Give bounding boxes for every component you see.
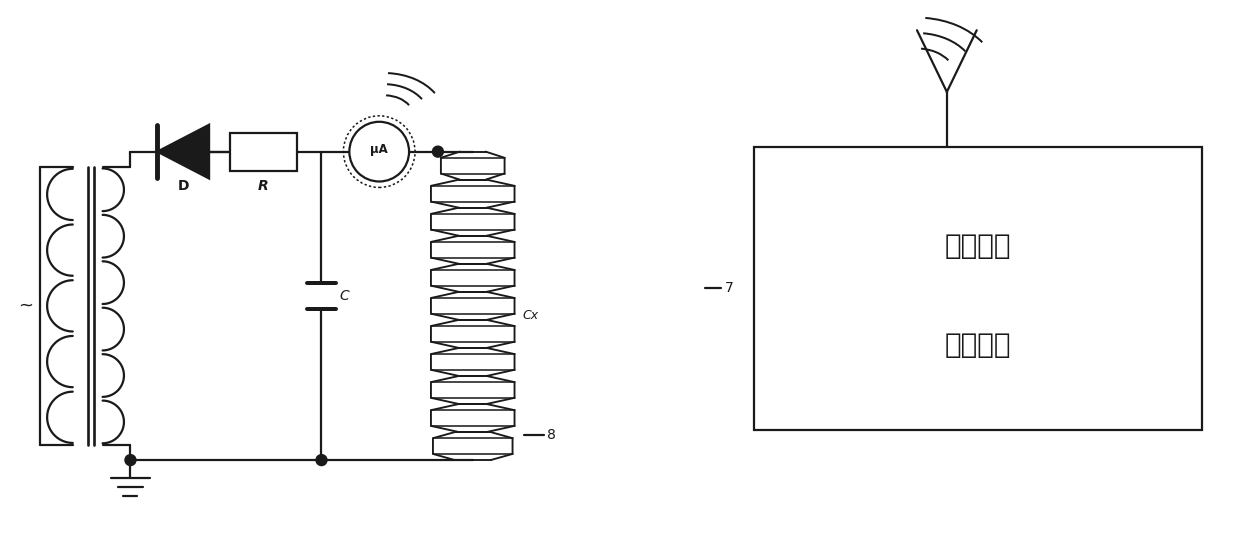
Bar <box>229 133 296 171</box>
Circle shape <box>316 455 327 465</box>
Circle shape <box>350 122 409 181</box>
Text: 液晶显示: 液晶显示 <box>945 331 1012 359</box>
Text: 7: 7 <box>724 281 733 295</box>
Bar <box>754 147 1202 430</box>
Circle shape <box>125 455 136 465</box>
Text: µA: µA <box>371 143 388 156</box>
Text: 监视设备: 监视设备 <box>945 232 1012 260</box>
Text: C: C <box>340 289 350 303</box>
Polygon shape <box>157 125 210 178</box>
Circle shape <box>433 146 444 157</box>
Text: ~: ~ <box>19 297 33 315</box>
Text: 8: 8 <box>547 428 557 442</box>
Text: Cx: Cx <box>522 309 538 322</box>
Text: D: D <box>177 180 188 193</box>
Text: R: R <box>258 180 269 193</box>
